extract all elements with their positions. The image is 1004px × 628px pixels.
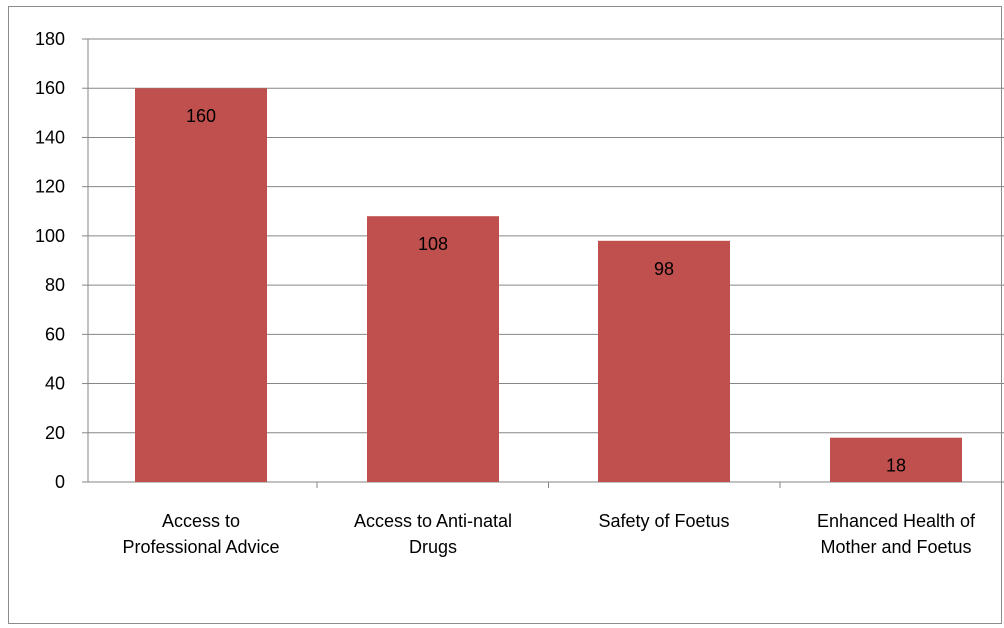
x-category-label: Drugs	[409, 537, 457, 557]
y-tick-label: 20	[45, 423, 65, 443]
y-tick-label: 140	[35, 127, 65, 147]
x-category-label: Access to	[162, 511, 240, 531]
y-axis-tick-labels: 0 20 40 60 80 100 120 140 160 180	[35, 29, 65, 492]
x-category-label: Safety of Foetus	[598, 511, 729, 531]
y-tick-label: 180	[35, 29, 65, 49]
x-category-label: Enhanced Health of	[817, 511, 976, 531]
data-labels: 160 108 98 18	[186, 106, 906, 475]
bar	[367, 216, 499, 482]
bar	[135, 88, 267, 482]
y-tick-label: 40	[45, 374, 65, 394]
data-label: 98	[654, 259, 674, 279]
data-label: 108	[418, 234, 448, 254]
x-category-label: Professional Advice	[122, 537, 279, 557]
y-tick-label: 0	[55, 472, 65, 492]
data-label: 160	[186, 106, 216, 126]
x-axis-category-labels: Access to Professional Advice Access to An…	[122, 511, 976, 557]
bar	[598, 240, 730, 482]
y-tick-label: 100	[35, 226, 65, 246]
data-label: 18	[886, 456, 906, 476]
bars	[135, 88, 962, 482]
x-category-label: Mother and Foetus	[820, 537, 971, 557]
y-tick-label: 120	[35, 177, 65, 197]
bar	[830, 437, 962, 482]
y-tick-label: 60	[45, 324, 65, 344]
y-tick-label: 160	[35, 78, 65, 98]
y-tick-label: 80	[45, 275, 65, 295]
x-category-label: Access to Anti-natal	[354, 511, 512, 531]
